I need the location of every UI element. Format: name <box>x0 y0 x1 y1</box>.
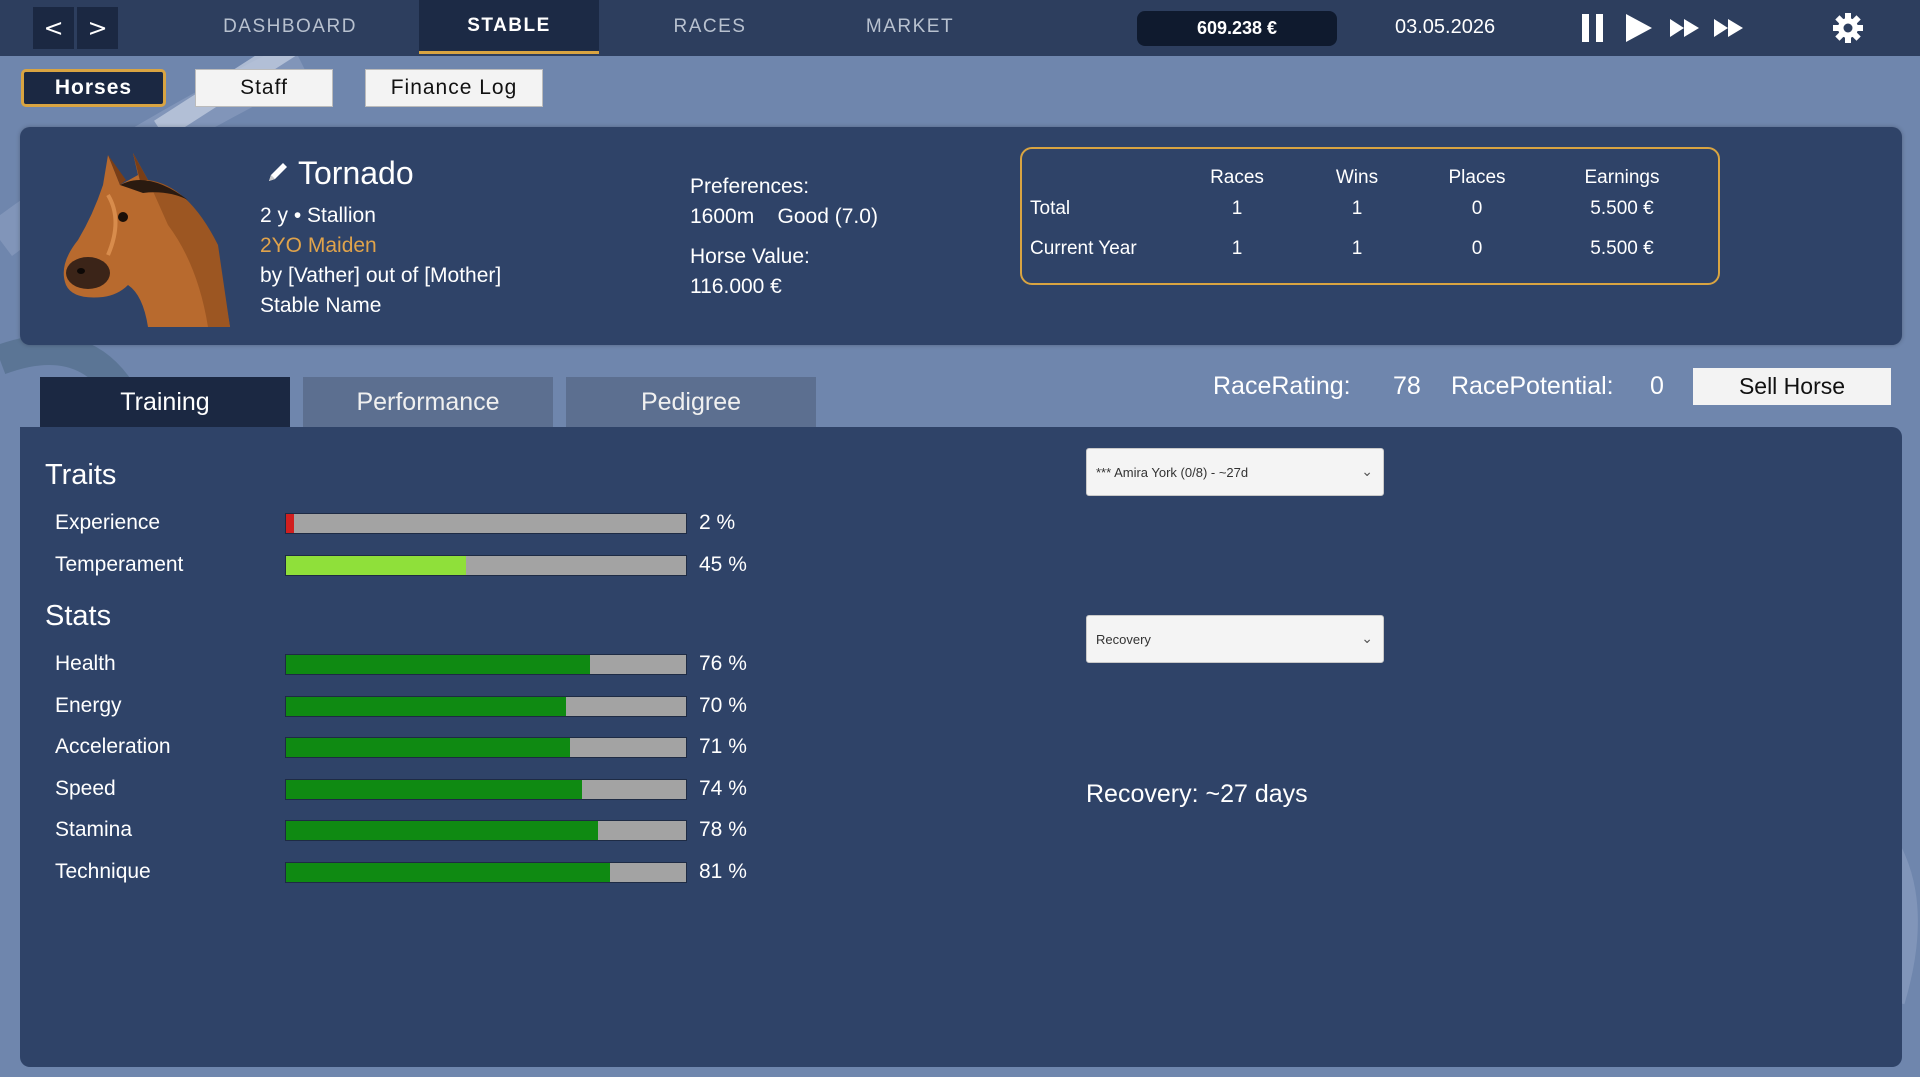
forward-button[interactable]: > <box>77 7 118 49</box>
horse-name[interactable]: Tornado <box>266 155 414 192</box>
row-current-year-label: Current Year <box>1030 238 1137 259</box>
tab-races[interactable]: RACES <box>673 16 747 37</box>
horse-portrait <box>48 145 230 327</box>
gear-icon[interactable] <box>1832 12 1864 44</box>
trainer-select[interactable]: *** Amira York (0/8) - ~27d ⌄ <box>1086 448 1384 496</box>
horse-header-panel: Tornado 2 y • Stallion 2YO Maiden by [Va… <box>20 127 1902 345</box>
stat-label: Health <box>55 652 116 675</box>
header-wins: Wins <box>1335 167 1379 188</box>
fastest-forward-icon[interactable] <box>1713 12 1745 44</box>
stat-percent: 74 % <box>699 776 747 800</box>
year-places: 0 <box>1471 238 1483 259</box>
stat-bar <box>285 695 687 717</box>
stat-bar-fill <box>286 821 598 840</box>
date-display: 03.05.2026 <box>1395 16 1496 38</box>
total-wins: 1 <box>1351 198 1363 219</box>
stat-label: Technique <box>55 859 151 883</box>
stat-bar <box>285 778 687 800</box>
pause-icon[interactable] <box>1580 12 1606 44</box>
race-rating-label: RaceRating: <box>1213 372 1351 400</box>
race-potential-value: 0 <box>1650 372 1664 400</box>
stat-bar <box>285 654 687 675</box>
stat-percent: 81 % <box>699 859 747 883</box>
stats-title: Stats <box>45 600 112 632</box>
header-earnings: Earnings <box>1584 167 1660 188</box>
row-total-label: Total <box>1030 198 1071 219</box>
finance-log-button[interactable]: Finance Log <box>365 69 543 107</box>
stat-bar-fill <box>286 555 466 575</box>
tab-training[interactable]: Training <box>40 377 290 427</box>
stat-percent: 70 % <box>699 693 747 717</box>
total-places: 0 <box>1471 198 1483 219</box>
stat-label: Speed <box>55 776 116 800</box>
stat-label: Experience <box>55 511 161 534</box>
horse-value: 116.000 € <box>690 275 782 298</box>
tab-stable[interactable]: STABLE <box>419 0 599 54</box>
preferences-value: 1600m Good (7.0) <box>690 205 878 228</box>
horse-value-label: Horse Value: <box>690 245 810 268</box>
race-record-box: Races Wins Places Earnings Total 1 1 0 5… <box>1020 147 1720 285</box>
year-wins: 1 <box>1351 238 1363 259</box>
horses-button[interactable]: Horses <box>21 69 166 107</box>
year-earnings: 5.500 € <box>1590 238 1654 259</box>
stat-bar-fill <box>286 514 294 533</box>
stat-percent: 45 % <box>699 552 747 576</box>
fast-forward-icon[interactable] <box>1669 12 1701 44</box>
balance-display: 609.238 € <box>1137 11 1337 46</box>
stat-bar <box>285 737 687 758</box>
year-races: 1 <box>1231 238 1243 259</box>
stat-bar <box>285 513 687 534</box>
tab-performance[interactable]: Performance <box>303 377 553 427</box>
stat-bar-fill <box>286 655 590 674</box>
stat-bar-fill <box>286 696 566 716</box>
stat-label: Energy <box>55 693 122 717</box>
stat-bar <box>285 861 687 883</box>
program-select[interactable]: Recovery ⌄ <box>1086 615 1384 663</box>
stat-label: Acceleration <box>55 735 171 758</box>
training-panel: Traits Experience 2 % Temperament 45 % Stat… <box>20 427 1902 1067</box>
play-icon[interactable] <box>1624 12 1654 44</box>
chevron-down-icon: ⌄ <box>1361 630 1373 646</box>
back-button[interactable]: < <box>33 7 74 49</box>
stat-bar-fill <box>286 779 582 799</box>
top-bar: < > DASHBOARD STABLE RACES MARKET 609.23… <box>0 0 1920 56</box>
preferences-label: Preferences: <box>690 175 810 198</box>
stat-bar <box>285 820 687 841</box>
horse-name-text: Tornado <box>298 155 414 191</box>
parentage: by [Vather] out of [Mother] <box>260 264 502 287</box>
race-class: 2YO Maiden <box>260 234 377 257</box>
tab-dashboard[interactable]: DASHBOARD <box>223 16 357 37</box>
edit-pencil-icon[interactable] <box>266 155 290 192</box>
header-races: Races <box>1210 167 1264 188</box>
trainer-select-value: *** Amira York (0/8) - ~27d <box>1096 464 1249 480</box>
race-rating-value: 78 <box>1393 372 1421 400</box>
race-potential-label: RacePotential: <box>1451 372 1614 400</box>
traits-title: Traits <box>45 459 117 491</box>
header-places: Places <box>1448 167 1506 188</box>
tab-pedigree[interactable]: Pedigree <box>566 377 816 427</box>
recovery-text: Recovery: ~27 days <box>1086 780 1308 808</box>
total-earnings: 5.500 € <box>1590 198 1654 219</box>
stable-name: Stable Name <box>260 294 382 317</box>
age-sex: 2 y • Stallion <box>260 204 376 227</box>
chevron-down-icon: ⌄ <box>1361 463 1373 479</box>
staff-button[interactable]: Staff <box>195 69 333 107</box>
stat-label: Temperament <box>55 552 184 576</box>
stat-percent: 71 % <box>699 735 747 758</box>
stat-bar-fill <box>286 738 570 757</box>
stat-percent: 76 % <box>699 652 747 675</box>
stat-bar <box>285 554 687 576</box>
tab-market[interactable]: MARKET <box>865 16 955 37</box>
stat-label: Stamina <box>55 818 133 841</box>
stat-bar-fill <box>286 862 610 882</box>
total-races: 1 <box>1231 198 1243 219</box>
sell-horse-button[interactable]: Sell Horse <box>1693 368 1891 405</box>
stat-percent: 78 % <box>699 818 747 841</box>
program-select-value: Recovery <box>1096 631 1151 647</box>
stat-percent: 2 % <box>699 511 736 534</box>
